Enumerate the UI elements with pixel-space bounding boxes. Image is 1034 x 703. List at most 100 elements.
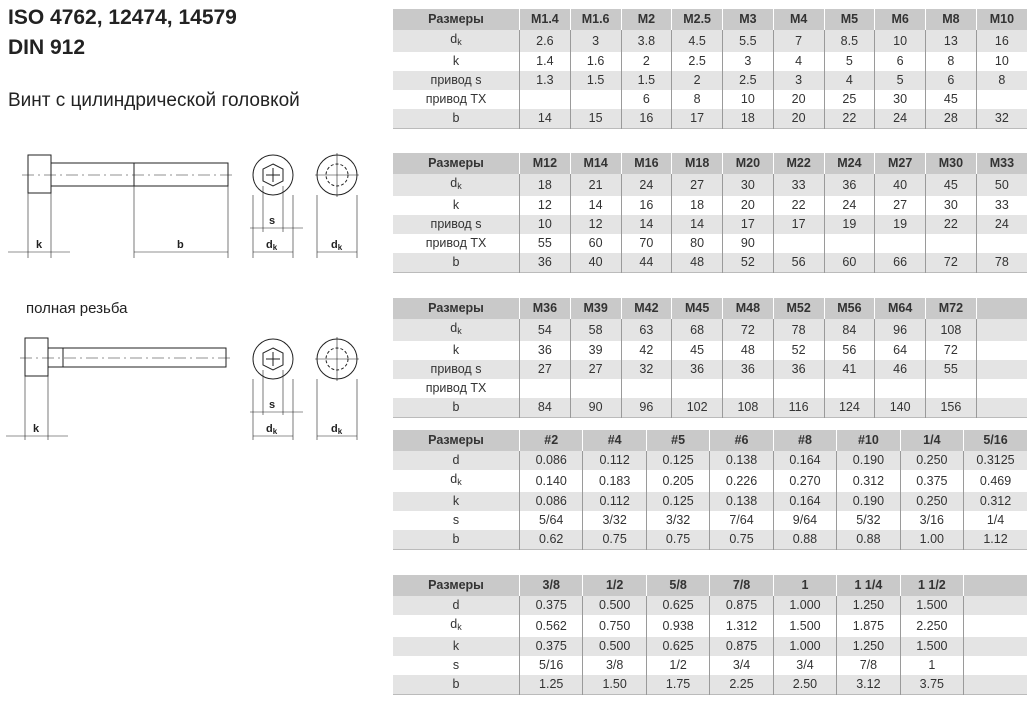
table-cell: 55 [519,234,571,253]
table-cell: 2.5 [722,71,774,90]
table-cell: 0.250 [899,492,964,511]
column-header: #4 [582,430,647,451]
table-cell: 0.125 [645,492,710,511]
table-cell: 8 [975,71,1027,90]
table-cell: 0.469 [963,470,1027,492]
table-cell: 78 [975,253,1027,273]
row-label: dk [393,470,520,492]
table-cell: 0.375 [518,596,583,615]
table-cell: 80 [671,234,723,253]
table-cell: 46 [874,360,926,379]
dk-label: dk [266,423,278,436]
column-header: 7/8 [709,575,774,596]
table-cell: 0.250 [899,451,964,470]
table-row: s 5/64 3/32 3/32 7/64 9/64 5/32 3/16 1/4 [393,511,1027,530]
product-subtitle: Винт с цилиндрической головкой [8,90,300,111]
dimension-table: Размеры M12 M14 M16 M18 M20 M22 M24 M27 M30 M33 dk 1… [393,153,1027,273]
table-cell: 1.000 [772,637,837,656]
table-cell: 84 [823,319,875,341]
column-header: M24 [823,153,875,174]
table-cell: 1.5 [569,71,621,90]
table-cell: 24 [620,174,672,196]
table-cell: 20 [722,196,774,215]
table-cell: 50 [975,174,1027,196]
table-cell: 78 [772,319,824,341]
table-cell [772,379,824,398]
row-label-text: d [450,321,458,335]
table-cell: 3.75 [899,675,964,695]
table-cell: 1.500 [772,615,837,637]
row-label-text: d [450,176,458,190]
row-label-text: b [452,400,460,414]
table-cell [963,637,1027,656]
table-cell: 3.8 [620,30,672,52]
column-header: M45 [671,298,723,319]
column-header: 1 1/4 [836,575,901,596]
table-cell: 0.562 [518,615,583,637]
row-label: k [393,52,520,71]
column-header: #8 [772,430,837,451]
row-label: s [393,511,520,530]
table-cell: 36 [772,360,824,379]
table-cell [722,379,774,398]
table-cell: 5 [823,52,875,71]
column-header: #6 [709,430,774,451]
table-cell: 72 [925,253,977,273]
table-cell: 45 [671,341,723,360]
table-cell: 3/4 [772,656,837,675]
table-cell: 72 [722,319,774,341]
row-label-subscript: k [457,37,462,47]
table-cell: 0.164 [772,492,837,511]
table-cell: 22 [772,196,824,215]
table-row: d 0.086 0.112 0.125 0.138 0.164 0.190 0.250 0.31… [393,451,1027,470]
table-cell: 25 [823,90,875,109]
table-row: k 0.375 0.500 0.625 0.875 1.000 1.250 1.500 [393,637,1027,656]
table-cell: 3/16 [899,511,964,530]
screw-drawing-full-thread: k s dk dk [6,337,359,440]
row-label: k [393,341,520,360]
table-cell: 64 [874,341,926,360]
row-label: dk [393,30,520,52]
table-cell: 22 [823,109,875,129]
table-row: k 0.086 0.112 0.125 0.138 0.164 0.190 0.250 0.31… [393,492,1027,511]
column-header: M42 [620,298,672,319]
table-cell: 17 [772,215,824,234]
row-label-text: k [452,343,460,357]
column-header: M12 [519,153,571,174]
table-cell [963,615,1027,637]
table-cell: 1.25 [518,675,583,695]
table-cell: 58 [569,319,621,341]
table-row: b 36 40 44 48 52 56 60 66 72 78 [393,253,1027,273]
table-cell: 16 [620,196,672,215]
table-cell: 0.138 [709,451,774,470]
column-header: M14 [569,153,621,174]
table-cell: 18 [671,196,723,215]
table-cell: 1.500 [899,596,964,615]
table-cell: 70 [620,234,672,253]
table-cell: 0.75 [709,530,774,550]
table-cell: 39 [569,341,621,360]
table-row: dk 0.140 0.183 0.205 0.226 0.270 0.312 0.375 0.4… [393,470,1027,492]
table-cell: 30 [925,196,977,215]
table-cell: 10 [519,215,571,234]
row-label: привод TX [393,90,520,109]
table-cell: 27 [671,174,723,196]
table-cell: 2.6 [519,30,571,52]
table-cell: 17 [671,109,723,129]
row-label: привод TX [393,379,520,398]
table-cell: 42 [620,341,672,360]
table-cell [975,90,1027,109]
row-label-subscript: k [457,181,462,191]
screw-drawing-partial-thread: k b s dk dk [8,153,359,258]
table-cell: 0.88 [836,530,901,550]
table-cell: 1.12 [963,530,1027,550]
table-cell [569,379,621,398]
table-cell: 0.112 [582,492,647,511]
table-cell: 2 [671,71,723,90]
row-label-text: d [452,453,460,467]
table-cell: 2.25 [709,675,774,695]
table-cell: 0.112 [582,451,647,470]
column-header: #10 [836,430,901,451]
table-cell: 16 [975,30,1027,52]
table-row: привод TX 55 60 70 80 90 [393,234,1027,253]
